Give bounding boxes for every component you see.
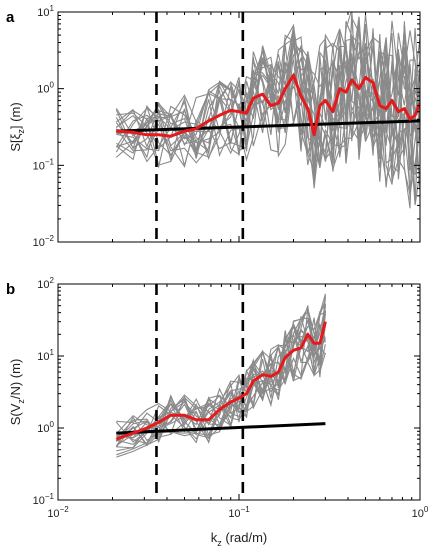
sample-spectrum [115,330,326,443]
x-axis-label: kz (rad/m) [211,530,268,548]
y-tick-label: 10−2 [33,234,55,249]
sample-spectrum [115,29,420,171]
panel-letter: a [6,9,15,26]
mean-line [116,73,420,138]
panel-letter: b [6,281,15,298]
x-tick-label: 100 [412,505,429,520]
y-tick-label: 101 [37,4,54,19]
sample-spectrum [116,21,420,163]
fit-line [116,119,420,133]
sample-spectrum [116,325,326,442]
y-tick-label: 101 [37,348,54,363]
y-tick-label: 10−1 [33,157,55,172]
sample-spectrum [116,314,326,456]
x-tick-label: 10−2 [47,505,69,520]
plot-area [115,284,327,500]
sample-spectrum [115,299,326,435]
x-tick-label: 10−1 [228,505,250,520]
sample-spectrum [115,42,420,182]
panel-a: 10−2 10−1 100 101 a S[ξz] (m) [6,4,421,249]
fit-line [116,422,326,435]
y-tick-label: 10−1 [33,492,55,507]
sample-spectrum [115,312,326,447]
plot-area [115,12,420,242]
sample-spectrum [116,305,326,446]
y-tick-label: 102 [37,276,54,291]
y-tick-label: 100 [37,420,54,435]
y-tick-label: 100 [37,81,54,96]
y-axis-label: S[ξz] (m) [8,102,26,151]
y-axis-label: S(Vz/N) (m) [8,359,26,426]
